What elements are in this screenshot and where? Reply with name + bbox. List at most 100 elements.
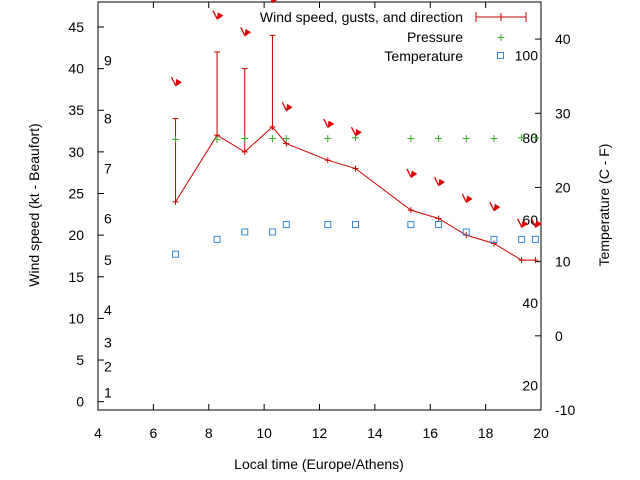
y2-tick-label: 20 xyxy=(555,179,571,195)
wind-direction-arrow-shaft xyxy=(212,10,218,19)
wind-direction-arrow xyxy=(433,176,446,187)
wind-direction-arrow-head xyxy=(244,28,252,37)
wind-direction-arrow xyxy=(170,76,182,87)
fahrenheit-label: 80 xyxy=(522,130,538,146)
temperature-point xyxy=(324,221,332,229)
y-tick-label: 5 xyxy=(76,352,84,368)
y2-tick-label: 40 xyxy=(555,31,571,47)
wind-direction-arrow-head xyxy=(535,220,542,229)
wind-direction-arrow xyxy=(270,0,278,4)
x-tick-label: 4 xyxy=(94,425,102,441)
temperature-point xyxy=(241,228,249,236)
wind-direction-arrow-shaft xyxy=(323,118,329,128)
legend-swatch-pressure: + xyxy=(497,29,505,45)
x-tick-label: 12 xyxy=(312,425,328,441)
temperature-point xyxy=(518,235,526,243)
beaufort-label: 6 xyxy=(104,210,112,226)
wind-direction-arrow-head xyxy=(493,203,501,212)
plot-border xyxy=(97,1,542,411)
wind-direction-arrow-shaft xyxy=(461,193,467,203)
wind-direction-arrow xyxy=(530,218,542,229)
wind-direction-arrow-shaft xyxy=(433,176,440,186)
x-tick-label: 18 xyxy=(478,425,494,441)
temperature-point xyxy=(351,221,359,229)
x-tick-label: 10 xyxy=(256,425,272,441)
y-tick-label: 45 xyxy=(68,19,84,35)
x-tick-label: 8 xyxy=(205,425,213,441)
wind-direction-arrow xyxy=(406,168,418,179)
beaufort-label: 7 xyxy=(104,161,112,177)
y2-tick-label: 0 xyxy=(555,328,563,344)
wind-direction-arrow xyxy=(281,101,293,112)
beaufort-label: 3 xyxy=(104,335,112,351)
wind-direction-arrow xyxy=(323,118,335,129)
y-tick-label: 30 xyxy=(68,144,84,160)
y-tick-label: 0 xyxy=(76,394,84,410)
y2-tick-label: 10 xyxy=(555,254,571,270)
beaufort-label: 8 xyxy=(104,111,112,127)
wind-direction-arrow-head xyxy=(216,12,224,21)
x-tick-label: 16 xyxy=(422,425,438,441)
wind-direction-arrow xyxy=(489,201,501,212)
plot-frame xyxy=(97,1,542,411)
temperature-point xyxy=(435,221,443,229)
fahrenheit-label: 100 xyxy=(515,47,539,63)
wind-direction-arrow xyxy=(461,193,473,204)
legend: Wind speed, gusts, and direction Pressur… xyxy=(260,9,527,64)
wind-direction-arrow-shaft xyxy=(270,0,274,3)
wind-direction-arrow-head xyxy=(285,103,293,112)
y2-tick-label: 30 xyxy=(555,105,571,121)
wind-direction-arrow xyxy=(350,126,362,137)
wind-direction-arrow-head xyxy=(438,178,446,187)
wind-direction-arrow-shaft xyxy=(240,27,246,36)
temperature-point xyxy=(213,235,221,243)
wind-direction-arrow-shaft xyxy=(517,218,523,228)
x-tick-label: 6 xyxy=(149,425,157,441)
legend-label-pressure: Pressure xyxy=(407,29,463,45)
y-tick-label: 20 xyxy=(68,227,84,243)
beaufort-label: 9 xyxy=(104,52,112,68)
y-tick-label: 40 xyxy=(68,61,84,77)
wind-direction-arrow-head xyxy=(175,78,182,87)
wind-direction-arrow-shaft xyxy=(281,101,287,111)
wind-direction-arrow-head xyxy=(327,120,335,129)
beaufort-label: 2 xyxy=(104,359,112,375)
series-layer xyxy=(170,0,542,264)
legend-label-wind: Wind speed, gusts, and direction xyxy=(260,9,463,25)
wind-direction-arrow-shaft xyxy=(406,168,412,178)
legend-swatch-temperature xyxy=(497,52,504,59)
wind-direction-arrow-head xyxy=(355,128,362,137)
wind-direction-arrow-head xyxy=(521,220,529,229)
temperature-point xyxy=(407,221,415,229)
temperature-point xyxy=(462,228,470,236)
x-axis-title: Local time (Europe/Athens) xyxy=(234,456,404,472)
temperature-point xyxy=(531,235,539,243)
wind-direction-arrow-shaft xyxy=(530,218,537,228)
wind-direction-arrow-shaft xyxy=(489,201,495,211)
wind-direction-arrow-head xyxy=(272,0,278,4)
beaufort-label: 5 xyxy=(104,252,112,268)
y2-tick-label: -10 xyxy=(555,402,575,418)
wind-direction-arrow-head xyxy=(465,195,473,204)
wind-direction-arrow-head xyxy=(410,170,418,179)
y-axis-title: Wind speed (kt - Beaufort) xyxy=(26,123,42,286)
temperature-point xyxy=(282,221,290,229)
y2-axis-title: Temperature (C - F) xyxy=(596,144,612,267)
y-tick-label: 15 xyxy=(68,269,84,285)
wind-direction-arrow-shaft xyxy=(350,126,357,136)
beaufort-label: 1 xyxy=(104,385,112,401)
y-tick-label: 10 xyxy=(68,310,84,326)
beaufort-label: 4 xyxy=(104,302,112,318)
wind-direction-arrow-shaft xyxy=(170,76,177,86)
fahrenheit-label: 40 xyxy=(522,295,538,311)
wind-direction-arrow xyxy=(517,218,529,229)
x-tick-label: 14 xyxy=(367,425,383,441)
temperature-point xyxy=(490,235,498,243)
temperature-point xyxy=(172,250,180,258)
wind-speed-line xyxy=(175,126,536,261)
wind-direction-arrow xyxy=(240,27,252,37)
wind-direction-arrow xyxy=(212,10,224,21)
fahrenheit-label: 20 xyxy=(522,378,538,394)
x-tick-label: 20 xyxy=(533,425,549,441)
